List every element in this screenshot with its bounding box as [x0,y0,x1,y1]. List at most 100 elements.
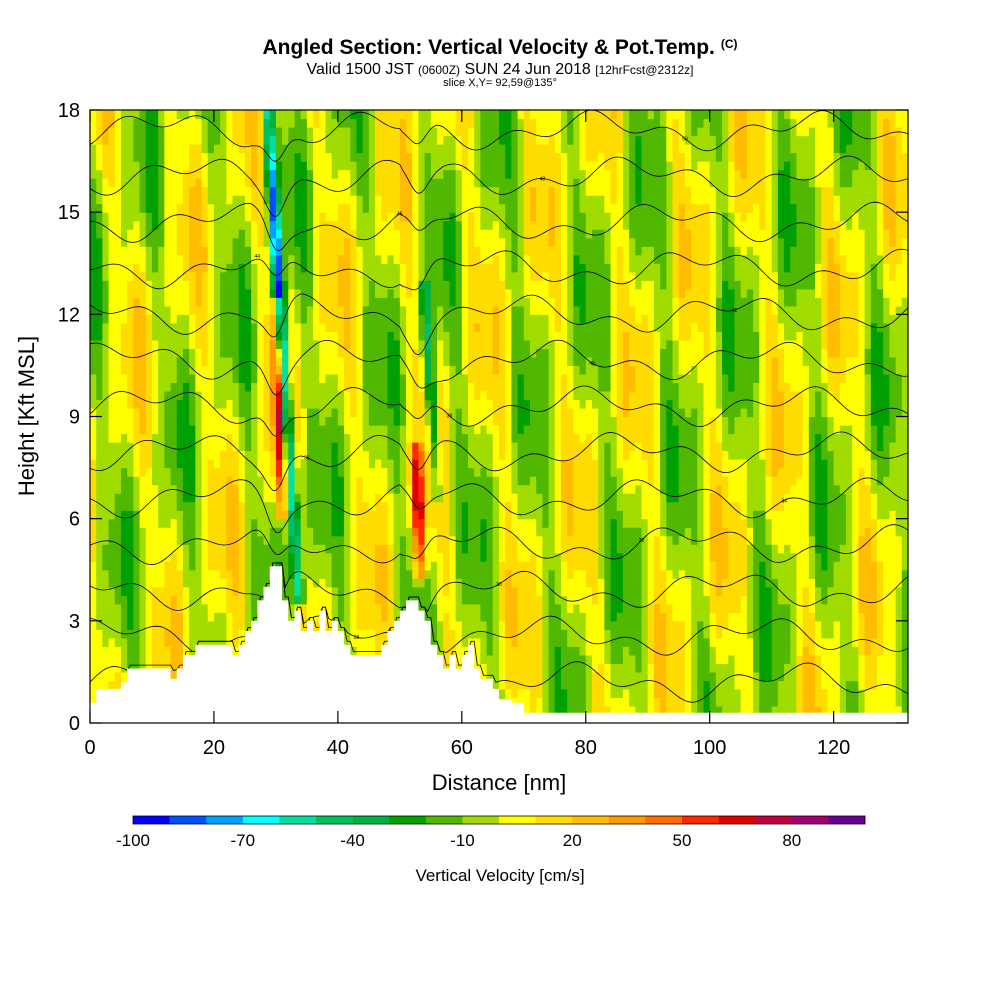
field-cell [443,365,451,375]
field-cell [269,152,277,162]
field-cell [164,629,172,639]
field-cell [201,220,209,230]
field-cell [449,203,457,213]
field-cell [375,305,382,315]
field-cell [511,314,519,324]
field-cell [430,586,438,596]
field-cell [269,425,277,435]
field-cell [455,365,463,375]
field-cell [269,407,277,418]
field-cell [337,467,345,477]
field-cell [474,186,482,196]
field-cell [145,127,153,137]
field-cell [139,297,147,307]
field-cell [499,484,506,494]
field-cell [511,254,519,264]
field-cell [461,161,469,171]
field-cell [139,407,147,418]
field-cell [139,569,147,579]
field-cell [102,603,110,613]
field-cell [133,476,141,486]
field-cell [176,510,184,520]
field-cell [393,518,401,528]
field-cell [331,118,339,128]
field-cell [344,373,351,384]
field-cell [468,339,475,349]
field-cell [238,237,246,247]
field-cell [337,442,345,452]
field-cell [282,331,289,341]
field-cell [437,348,444,358]
field-cell [201,527,209,537]
field-cell [461,110,469,120]
field-cell [220,416,227,426]
field-cell [201,450,209,460]
field-cell [244,425,252,435]
field-cell [133,425,141,435]
field-cell [213,501,221,511]
field-cell [207,212,215,222]
field-cell [151,535,159,545]
field-cell [102,195,110,205]
field-cell [269,544,277,554]
field-cell [424,305,432,315]
field-cell [176,467,184,477]
field-cell [151,280,159,290]
field-cell [350,612,358,622]
field-cell [461,442,469,452]
field-cell [375,331,382,341]
field-cell [399,493,407,503]
field-cell [375,212,382,222]
field-cell [381,510,389,520]
field-cell [337,169,345,179]
field-cell [294,569,302,579]
field-cell [443,178,451,188]
field-cell [468,467,475,477]
field-cell [424,144,432,154]
field-cell [164,501,172,511]
field-cell [170,169,178,179]
field-cell [201,629,209,639]
field-cell [102,459,110,469]
field-cell [412,442,420,452]
field-cell [486,178,494,188]
field-cell [189,416,196,426]
field-cell [517,620,525,630]
field-cell [158,518,165,528]
field-cell [313,263,320,273]
field-cell [294,186,302,196]
field-cell [300,271,308,281]
field-cell [424,229,432,239]
field-cell [499,663,506,673]
field-cell [176,578,184,588]
field-cell [375,254,382,264]
field-cell [344,407,351,418]
field-cell [375,493,382,503]
field-cell [306,110,314,120]
field-cell [269,348,277,358]
field-cell [368,203,376,213]
field-cell [251,186,258,196]
field-cell [195,535,203,545]
field-cell [492,161,500,171]
field-cell [232,331,240,341]
field-cell [201,314,209,324]
field-cell [244,365,252,375]
field-cell [96,118,103,128]
field-cell [468,450,475,460]
field-cell [418,246,426,256]
field-cell [96,646,103,656]
field-cell [381,212,389,222]
field-cell [368,305,376,315]
field-cell [356,561,364,571]
field-cell [96,595,103,605]
field-cell [294,305,302,315]
field-cell [424,467,432,477]
field-cell [238,348,246,358]
field-cell [306,254,314,264]
field-cell [145,322,153,332]
field-cell [207,365,215,375]
field-cell [406,450,413,460]
field-cell [344,288,351,298]
field-cell [294,152,302,162]
